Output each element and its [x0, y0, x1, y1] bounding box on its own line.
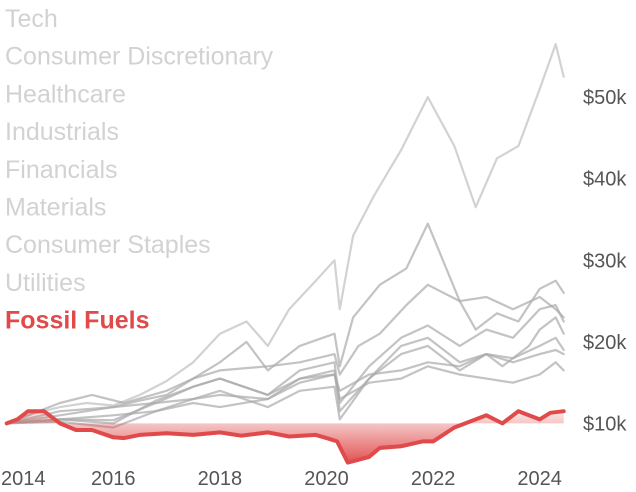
- legend-label-financials: Financials: [5, 156, 118, 184]
- y-tick-label: $30k: [583, 250, 627, 272]
- legend-label-healthcare: Healthcare: [5, 80, 126, 108]
- series-area-fossil-fuels: [6, 411, 564, 463]
- highlight-series: [4, 409, 566, 465]
- x-tick-label: 2024: [517, 468, 562, 490]
- legend-label-industrials: Industrials: [5, 118, 119, 146]
- x-tick-label: 2014: [1, 468, 46, 490]
- series-line-healthcare: [5, 283, 565, 425]
- legend-label-consumer-staples: Consumer Staples: [5, 231, 211, 259]
- legend-label-consumer-discretionary: Consumer Discretionary: [5, 43, 274, 71]
- x-tick-label: 2016: [91, 468, 136, 490]
- y-tick-label: $40k: [583, 169, 627, 191]
- legend-label-utilities: Utilities: [5, 269, 86, 297]
- x-tick-label: 2020: [304, 468, 349, 490]
- legend: Tech Consumer Discretionary Healthcare Indu…: [5, 5, 274, 335]
- muted-series-lines: [5, 43, 565, 429]
- legend-label-tech: Tech: [5, 5, 58, 33]
- y-tick-label: $50k: [583, 87, 627, 109]
- y-axis: $10k $20k $30k $40k $50k: [583, 87, 627, 435]
- legend-label-fossil-fuels: Fossil Fuels: [5, 307, 149, 335]
- legend-label-materials: Materials: [5, 194, 106, 222]
- x-axis: 2014 2016 2018 2020 2022 2024: [1, 468, 562, 490]
- x-tick-label: 2018: [198, 468, 243, 490]
- y-tick-label: $20k: [583, 332, 627, 354]
- series-line-financials: [5, 316, 565, 425]
- series-line-consumer-staples: [5, 348, 565, 425]
- series-line-consumer-discretionary: [5, 222, 565, 425]
- series-line-fossil-fuels: [4, 409, 566, 465]
- series-line-utilities: [5, 361, 565, 425]
- x-tick-label: 2022: [411, 468, 456, 490]
- y-tick-label: $10k: [583, 413, 627, 435]
- series-line-tech: [5, 43, 565, 425]
